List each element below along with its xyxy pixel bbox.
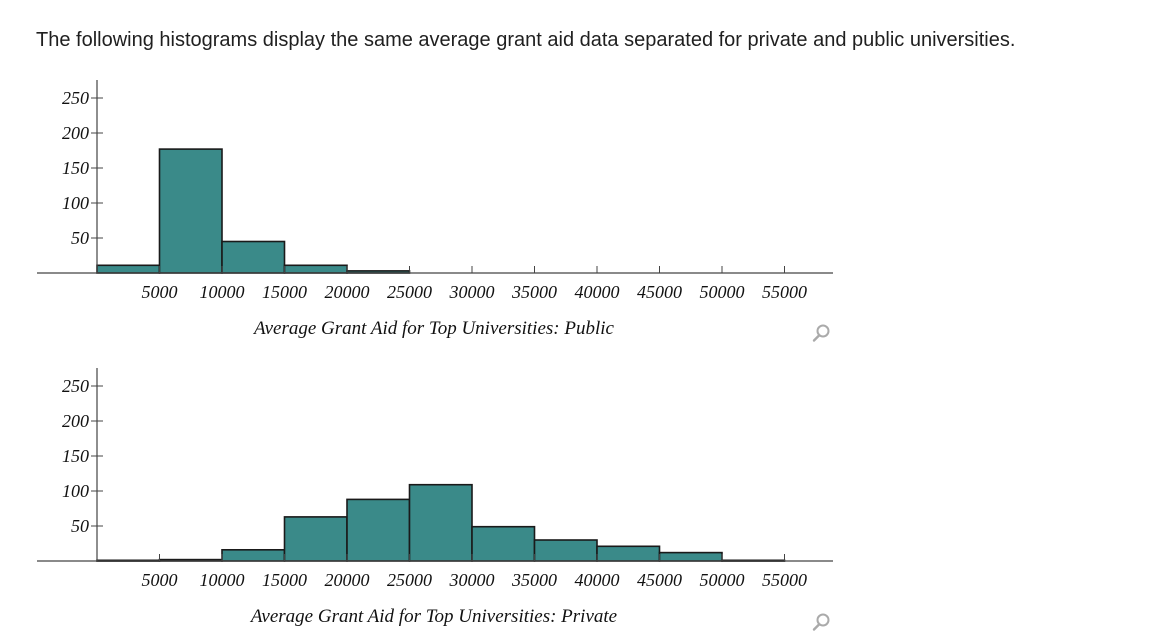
bar-public-5000-10000: [158, 148, 223, 274]
x-tick-label-public: 50000: [700, 282, 745, 302]
x-axis-title-private: Average Grant Aid for Top Universities: …: [249, 606, 617, 627]
x-tick-label-public: 55000: [762, 282, 807, 302]
bar-private-15000-20000: [283, 516, 348, 562]
bar-private-35000-40000: [533, 539, 598, 562]
x-tick-label-public: 5000: [142, 282, 178, 302]
x-tick-label-private: 50000: [700, 570, 745, 590]
x-tick-label-public: 40000: [575, 282, 620, 302]
x-tick-label-private: 5000: [142, 570, 178, 590]
x-tick-label-private: 35000: [511, 570, 557, 590]
bar-private-40000-45000: [596, 545, 661, 562]
bar-private-30000-35000: [471, 525, 536, 562]
x-tick-label-private: 25000: [387, 570, 432, 590]
y-tick-label-public: 50: [71, 228, 89, 248]
y-tick-label-public: 150: [62, 158, 89, 178]
bar-private-20000-25000: [346, 498, 411, 562]
x-tick-label-public: 35000: [511, 282, 557, 302]
x-axis-title-public: Average Grant Aid for Top Universities: …: [252, 318, 614, 339]
bar-private-25000-30000: [408, 483, 473, 562]
y-tick-label-public: 250: [62, 88, 89, 108]
x-tick-label-public: 30000: [449, 282, 495, 302]
y-tick-label-private: 150: [62, 446, 89, 466]
x-tick-label-private: 45000: [637, 570, 682, 590]
x-tick-label-public: 25000: [387, 282, 432, 302]
x-tick-label-public: 20000: [325, 282, 370, 302]
y-tick-label-private: 50: [71, 516, 89, 536]
x-tick-label-private: 30000: [449, 570, 495, 590]
y-tick-label-private: 250: [62, 376, 89, 396]
x-tick-label-public: 10000: [200, 282, 245, 302]
zoom-icon[interactable]: [812, 324, 830, 342]
zoom-icon[interactable]: [812, 613, 830, 631]
x-tick-label-private: 10000: [200, 570, 245, 590]
bar-public-10000-15000: [221, 240, 286, 274]
x-tick-label-public: 45000: [637, 282, 682, 302]
x-tick-label-private: 15000: [262, 570, 307, 590]
x-tick-label-private: 40000: [575, 570, 620, 590]
x-tick-label-private: 20000: [325, 570, 370, 590]
y-tick-label-private: 200: [62, 411, 89, 431]
x-tick-label-public: 15000: [262, 282, 307, 302]
y-tick-label-public: 100: [62, 193, 89, 213]
y-tick-label-public: 200: [62, 123, 89, 143]
bar-private-10000-15000: [221, 548, 286, 562]
intro-text: The following histograms display the sam…: [36, 29, 1016, 51]
bar-private-45000-50000: [658, 551, 723, 562]
y-tick-label-private: 100: [62, 481, 89, 501]
x-tick-label-private: 55000: [762, 570, 807, 590]
